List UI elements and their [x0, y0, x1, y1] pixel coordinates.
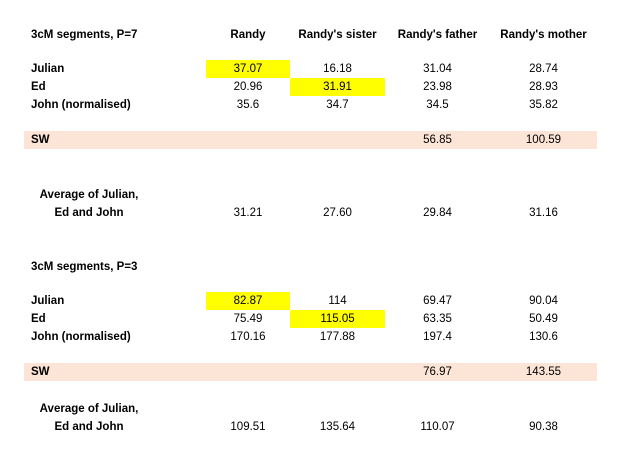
cell-john-sister: 177.88	[319, 331, 356, 343]
sw-label: SW	[31, 366, 50, 378]
header-randys-father: Randy's father	[397, 29, 478, 41]
cell-julian-mother: 90.04	[529, 295, 558, 307]
sw-mother: 100.59	[525, 134, 562, 146]
average-randy: 31.21	[233, 207, 263, 219]
average-label: Average of Julian, Ed and John	[24, 400, 154, 436]
cell-john-mother: 35.82	[529, 99, 558, 111]
row-label-ed: Ed	[31, 81, 46, 93]
average-label-line2: Ed and John	[54, 421, 124, 433]
cell-julian-randy: 37.07	[206, 60, 290, 78]
cell-ed-randy: 20.96	[233, 81, 263, 93]
table2-title: 3cM segments, P=3	[31, 261, 138, 273]
cell-julian-sister: 16.18	[323, 63, 352, 75]
cell-john-sister: 34.7	[326, 99, 349, 111]
cell-ed-sister: 115.05	[290, 310, 385, 328]
cell-ed-mother: 28.93	[529, 81, 558, 93]
sw-mother: 143.55	[525, 366, 562, 378]
average-sister: 27.60	[323, 207, 352, 219]
cell-john-father: 197.4	[423, 331, 452, 343]
average-label-line2: Ed and John	[54, 207, 124, 219]
cell-julian-sister: 114	[328, 295, 347, 307]
average-label-line1: Average of Julian,	[39, 189, 139, 201]
sw-label: SW	[31, 134, 50, 146]
sw-father: 56.85	[423, 134, 452, 146]
row-label-julian: Julian	[31, 295, 65, 307]
cell-john-mother: 130.6	[529, 331, 558, 343]
cell-john-father: 34.5	[426, 99, 449, 111]
cell-julian-mother: 28.74	[529, 63, 558, 75]
average-label-line1: Average of Julian,	[39, 403, 139, 415]
cell-julian-randy: 82.87	[206, 292, 290, 310]
row-label-john: John (normalised)	[31, 331, 131, 343]
average-randy: 109.51	[230, 421, 266, 433]
average-mother: 90.38	[529, 421, 558, 433]
cell-ed-randy: 75.49	[233, 313, 263, 325]
average-sister: 135.64	[319, 421, 356, 433]
average-father: 110.07	[420, 421, 455, 433]
cell-ed-father: 63.35	[423, 313, 452, 325]
average-label: Average of Julian, Ed and John	[24, 186, 154, 222]
cell-john-randy: 170.16	[230, 331, 266, 343]
row-label-ed: Ed	[31, 313, 46, 325]
table1-title: 3cM segments, P=7	[31, 29, 138, 41]
header-randys-sister: Randy's sister	[298, 29, 377, 41]
average-mother: 31.16	[529, 207, 558, 219]
header-randy: Randy	[230, 29, 266, 41]
average-father: 29.84	[423, 207, 452, 219]
row-label-julian: Julian	[31, 63, 65, 75]
sw-father: 76.97	[423, 366, 452, 378]
header-randys-mother: Randy's mother	[500, 29, 587, 41]
sw-row-band	[24, 363, 597, 381]
cell-ed-sister: 31.91	[290, 78, 385, 96]
row-label-john: John (normalised)	[31, 99, 131, 111]
cell-julian-father: 69.47	[423, 295, 452, 307]
cell-john-randy: 35.6	[236, 99, 260, 111]
sw-row-band	[24, 131, 597, 149]
cell-ed-mother: 50.49	[529, 313, 558, 325]
cell-julian-father: 31.04	[423, 63, 452, 75]
cell-ed-father: 23.98	[423, 81, 452, 93]
